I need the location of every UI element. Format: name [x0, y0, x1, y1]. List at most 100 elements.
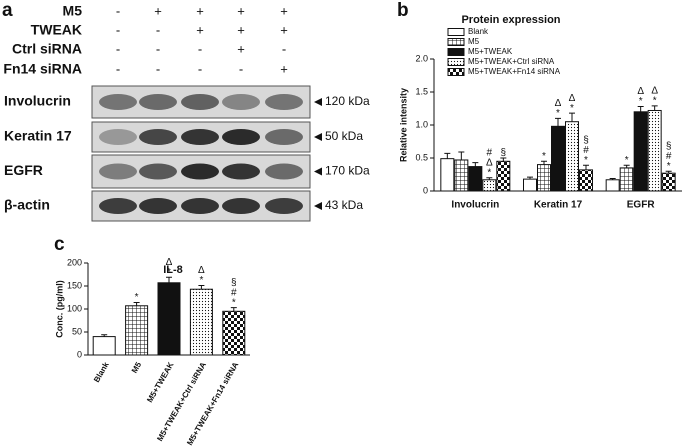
- blot-label: Keratin 17: [4, 128, 72, 144]
- western-blot: M5 - + + + + TWEAK - - + + + Ctrl siRNA - - - + - Fn14 siR…: [3, 3, 370, 222]
- x-tick-label: EGFR: [627, 200, 656, 211]
- blot-band: [222, 94, 260, 110]
- condition-sign: -: [239, 61, 243, 76]
- significance-mark: §: [583, 135, 589, 146]
- condition-sign: +: [196, 22, 204, 37]
- legend-swatch: [447, 68, 465, 76]
- error-bar: [166, 276, 172, 283]
- error-bar: [472, 162, 479, 167]
- y-tick-label: 0: [423, 185, 428, 195]
- significance-mark: *: [167, 267, 171, 278]
- error-bar: [101, 334, 108, 337]
- error-bar: [623, 164, 630, 168]
- bar: [189, 288, 213, 356]
- condition-sign: +: [237, 41, 245, 56]
- significance-mark: Δ: [569, 93, 576, 104]
- legend-label: M5+TWEAK+Ctrl siRNA: [468, 57, 555, 66]
- significance-mark: *: [653, 96, 657, 107]
- blot-band: [99, 129, 137, 145]
- y-tick-label: 1.5: [415, 86, 428, 96]
- blot-label: Involucrin: [4, 93, 71, 109]
- bar: [157, 282, 181, 356]
- condition-sign: +: [280, 61, 288, 76]
- significance-mark: *: [667, 161, 671, 172]
- y-axis-label: Conc. (pg/ml): [54, 280, 64, 338]
- significance-mark: *: [199, 275, 203, 286]
- x-tick-label: Blank: [92, 360, 111, 384]
- blot-band: [222, 129, 260, 145]
- blot-band: [181, 198, 219, 214]
- error-bar: [198, 285, 205, 290]
- bar: [551, 125, 565, 192]
- condition-sign: +: [280, 22, 288, 37]
- blot-band: [139, 163, 177, 180]
- condition-sign: -: [156, 61, 160, 76]
- significance-mark: *: [135, 292, 139, 303]
- y-axis-label: Relative intensity: [398, 88, 408, 162]
- blot-size: 50 kDa: [325, 129, 363, 143]
- y-tick-label: 1.0: [415, 119, 428, 129]
- legend-swatch: [447, 28, 465, 36]
- error-bar: [637, 106, 644, 112]
- bar: [537, 164, 551, 192]
- significance-mark: §: [666, 141, 672, 152]
- significance-mark: Δ: [486, 157, 493, 168]
- legend-label: M5+TWEAK: [468, 47, 513, 56]
- error-bar: [651, 105, 658, 111]
- bar: [633, 111, 648, 192]
- error-bar: [527, 176, 533, 180]
- blot-band: [181, 129, 219, 145]
- significance-mark: *: [584, 155, 588, 166]
- significance-mark: Δ: [555, 98, 562, 109]
- y-tick-label: 50: [72, 326, 82, 336]
- error-bar: [458, 151, 465, 160]
- blot-band: [139, 198, 177, 214]
- bar: [482, 179, 497, 192]
- blot-size: 43 kDa: [325, 198, 363, 212]
- error-bar: [609, 177, 616, 180]
- chart-title: IL-8: [163, 264, 183, 276]
- error-bar: [583, 164, 589, 170]
- blot-band: [181, 94, 219, 110]
- blot-band: [99, 163, 137, 180]
- legend-swatch: [447, 38, 465, 46]
- bar: [565, 121, 579, 192]
- bar: [440, 158, 455, 192]
- condition-sign: +: [154, 3, 162, 18]
- blot-band: [181, 163, 219, 180]
- condition-sign: -: [156, 22, 160, 37]
- condition-sign: -: [198, 41, 202, 56]
- significance-mark: §: [501, 148, 507, 159]
- x-tick-label: M5: [130, 360, 144, 375]
- bar: [579, 169, 593, 192]
- blot-arrow: [314, 98, 322, 106]
- error-bar: [555, 117, 561, 127]
- blot-label: β-actin: [4, 197, 50, 213]
- blot-label: EGFR: [4, 162, 43, 178]
- blot-band: [222, 198, 260, 214]
- condition-sign: -: [156, 41, 160, 56]
- bar: [92, 336, 116, 356]
- condition-sign: -: [116, 61, 120, 76]
- bar: [523, 178, 537, 192]
- condition-label: Fn14 siRNA: [3, 61, 82, 77]
- blot-size: 170 kDa: [325, 164, 370, 178]
- bar: [619, 167, 634, 192]
- blot-band: [265, 94, 303, 110]
- blot-band: [139, 94, 177, 110]
- condition-sign: -: [116, 3, 120, 18]
- significance-mark: *: [487, 167, 491, 178]
- legend-swatch: [447, 58, 465, 66]
- condition-sign: -: [116, 41, 120, 56]
- blot-band: [99, 198, 137, 214]
- condition-sign: +: [280, 3, 288, 18]
- bar: [496, 160, 511, 192]
- y-tick-label: 100: [67, 303, 82, 313]
- condition-sign: +: [237, 22, 245, 37]
- bar: [125, 305, 149, 356]
- condition-label: TWEAK: [31, 22, 82, 38]
- condition-sign: -: [198, 61, 202, 76]
- y-tick-label: 2.0: [415, 53, 428, 63]
- bar: [661, 172, 676, 192]
